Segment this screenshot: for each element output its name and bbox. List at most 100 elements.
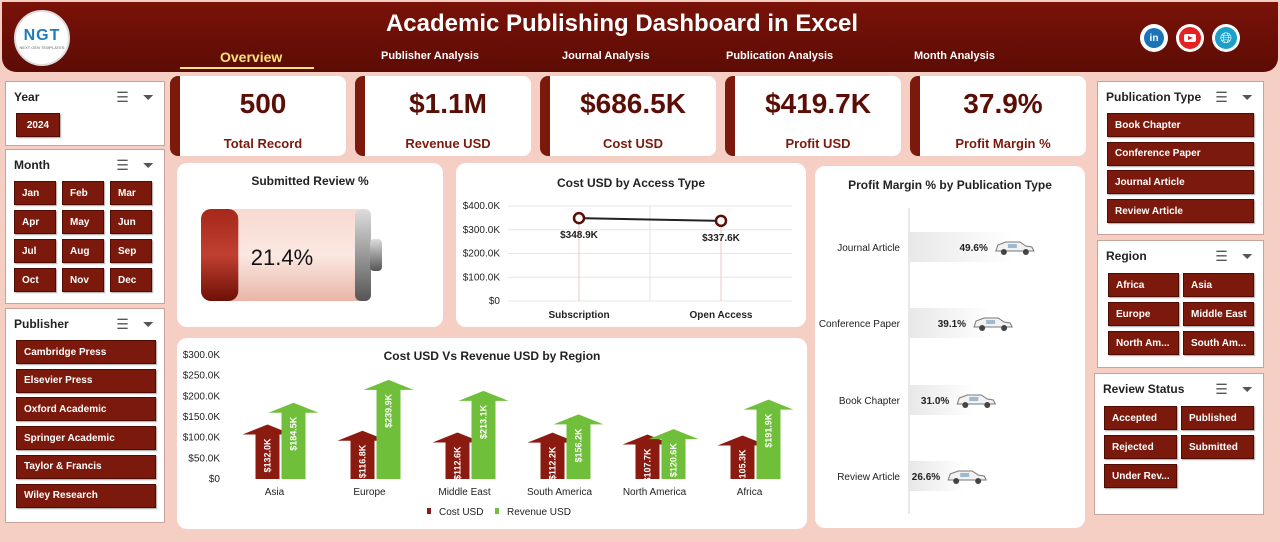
slicer-item-cambridge-press[interactable]: Cambridge Press: [16, 340, 156, 364]
legend-swatch: [495, 508, 499, 514]
slicer-item-jan[interactable]: Jan: [14, 181, 56, 205]
data-label: $191.9K: [764, 413, 774, 448]
x-tick-label: Europe: [353, 487, 386, 498]
youtube-icon[interactable]: [1176, 24, 1204, 52]
slicer-item-under-rev[interactable]: Under Rev...: [1104, 464, 1177, 488]
clear-filter-icon[interactable]: ⏷: [142, 157, 154, 173]
multi-select-icon[interactable]: ☰: [116, 89, 129, 105]
slicer-item-aug[interactable]: Aug: [62, 239, 104, 263]
slicer-item-oct[interactable]: Oct: [14, 268, 56, 292]
x-tick-label: Asia: [265, 487, 285, 498]
slicer-item-springer-academic[interactable]: Springer Academic: [16, 426, 156, 451]
slicer-item-rejected[interactable]: Rejected: [1104, 435, 1177, 459]
submitted-review-card: Submitted Review % 21.4%: [177, 163, 443, 327]
multi-select-icon[interactable]: ☰: [1215, 89, 1228, 105]
slicer-item-north-am[interactable]: North Am...: [1108, 331, 1179, 355]
slicer-item-review-article[interactable]: Review Article: [1107, 199, 1254, 224]
multi-select-icon[interactable]: ☰: [1215, 248, 1228, 264]
cost-arrow-bar: [242, 424, 293, 479]
slicer-item-oxford-academic[interactable]: Oxford Academic: [16, 397, 156, 422]
slicer-item-mar[interactable]: Mar: [110, 181, 152, 205]
slicer-item-sep[interactable]: Sep: [110, 239, 152, 263]
x-tick-label: North America: [623, 487, 687, 498]
month-slicer-title: Month: [14, 158, 50, 172]
slicer-item-wiley-research[interactable]: Wiley Research: [16, 483, 156, 508]
linkedin-icon[interactable]: in: [1140, 24, 1168, 52]
x-tick-label: Subscription: [548, 310, 609, 321]
tab-month-analysis[interactable]: Month Analysis: [914, 50, 995, 62]
battery-fill: [201, 209, 239, 301]
slicer-item-2024[interactable]: 2024: [16, 113, 60, 137]
slicer-item-middle-east[interactable]: Middle East: [1183, 302, 1254, 326]
slicer-item-europe[interactable]: Europe: [1108, 302, 1179, 326]
clear-filter-icon[interactable]: ⏷: [1241, 248, 1253, 264]
chart-title: Profit Margin % by Publication Type: [848, 178, 1052, 192]
region-slicer: Region ☰ ⏷ Africa Asia Europe Middle East Nor…: [1097, 240, 1264, 368]
slicer-item-taylor-francis[interactable]: Taylor & Francis: [16, 454, 156, 479]
slicer-item-africa[interactable]: Africa: [1108, 273, 1179, 297]
tab-bar: Overview Publisher Analysis Journal Anal…: [2, 49, 1278, 70]
tab-publication-analysis[interactable]: Publication Analysis: [726, 50, 834, 62]
kpi-label: Revenue USD: [405, 136, 491, 151]
y-category-label: Review Article: [837, 472, 900, 483]
y-tick-label: $250.0K: [183, 371, 221, 382]
kpi-label: Cost USD: [603, 136, 663, 151]
slicer-item-elsevier-press[interactable]: Elsevier Press: [16, 368, 156, 393]
tab-journal-analysis[interactable]: Journal Analysis: [562, 50, 650, 62]
page-title: Academic Publishing Dashboard in Excel: [385, 10, 859, 37]
slicer-item-jun[interactable]: Jun: [110, 210, 152, 234]
cost-arrow-bar: [527, 432, 578, 479]
clear-filter-icon[interactable]: ⏷: [142, 316, 154, 332]
gauge-value-label: 21.4%: [251, 245, 313, 270]
data-label: $107.7K: [643, 448, 653, 483]
legend-label: Cost USD: [439, 507, 483, 518]
data-label: $239.9K: [384, 393, 394, 428]
clear-filter-icon[interactable]: ⏷: [142, 89, 154, 105]
tab-publisher-analysis[interactable]: Publisher Analysis: [381, 50, 480, 62]
access-line-chart: $0 $100.0K $200.0K $300.0K $400.0K $348.9K Sub…: [463, 201, 792, 321]
multi-select-icon[interactable]: ☰: [116, 157, 129, 173]
cost-arrow-bar: [337, 430, 388, 479]
slicer-item-nov[interactable]: Nov: [62, 268, 104, 292]
slicer-item-asia[interactable]: Asia: [1183, 273, 1254, 297]
y-tick-label: $200.0K: [463, 249, 501, 260]
revenue-arrow-bar: [743, 399, 794, 479]
region-slicer-title: Region: [1106, 249, 1147, 263]
publisher-slicer-title: Publisher: [14, 317, 69, 331]
data-label: 31.0%: [921, 396, 949, 407]
cost-arrow-bar: [717, 435, 768, 479]
kpi-card-profit-margin: 37.9% Profit Margin %: [910, 76, 1086, 156]
cost-vs-revenue-card: Cost USD Vs Revenue USD by Region $0 $50.…: [177, 338, 807, 529]
region-arrow-chart: $0 $50.0K $100.0K $150.0K $200.0K $250.0K $300…: [183, 350, 794, 518]
legend-label: Revenue USD: [507, 507, 571, 518]
data-label: $112.6K: [453, 446, 463, 480]
y-tick-label: $300.0K: [183, 350, 221, 361]
slicer-item-journal-article[interactable]: Journal Article: [1107, 170, 1254, 195]
slicer-item-feb[interactable]: Feb: [62, 181, 104, 205]
slicer-item-published[interactable]: Published: [1181, 406, 1254, 430]
slicer-item-apr[interactable]: Apr: [14, 210, 56, 234]
clear-filter-icon[interactable]: ⏷: [1241, 89, 1253, 105]
slicer-item-accepted[interactable]: Accepted: [1104, 406, 1177, 430]
slicer-item-conference-paper[interactable]: Conference Paper: [1107, 141, 1254, 166]
multi-select-icon[interactable]: ☰: [1215, 381, 1228, 397]
revenue-arrow-bar: [458, 390, 509, 479]
profit-margin-card: Profit Margin % by Publication Type Jour…: [815, 166, 1085, 528]
kpi-value: 500: [239, 88, 287, 119]
slicer-item-book-chapter[interactable]: Book Chapter: [1107, 113, 1254, 137]
slicer-item-south-am[interactable]: South Am...: [1183, 331, 1254, 355]
clear-filter-icon[interactable]: ⏷: [1241, 381, 1253, 397]
kpi-value: 37.9%: [963, 88, 1043, 119]
slicer-item-may[interactable]: May: [62, 210, 104, 234]
margin-bar-chart: Journal Article 49.6% Conference Paper 39.1…: [819, 208, 1035, 514]
slicer-item-dec[interactable]: Dec: [110, 268, 152, 292]
tab-overview[interactable]: Overview: [220, 49, 283, 65]
publisher-slicer: Publisher ☰ ⏷ Cambridge Press Elsevier Pre…: [5, 308, 165, 523]
data-label: $156.2K: [574, 428, 584, 463]
data-point: [714, 214, 728, 228]
globe-icon[interactable]: 🌐︎: [1212, 24, 1240, 52]
slicer-item-submitted[interactable]: Submitted: [1181, 435, 1254, 459]
y-tick-label: $100.0K: [463, 272, 501, 283]
multi-select-icon[interactable]: ☰: [116, 316, 129, 332]
slicer-item-jul[interactable]: Jul: [14, 239, 56, 263]
